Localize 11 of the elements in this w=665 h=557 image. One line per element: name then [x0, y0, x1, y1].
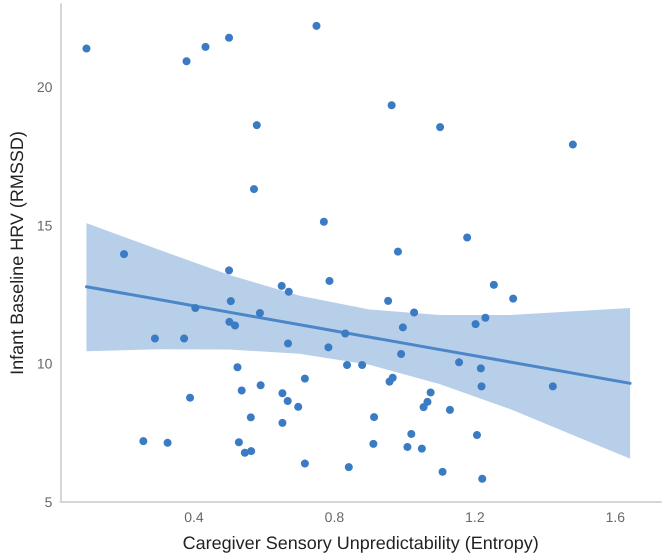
x-tick-label: 1.2	[465, 509, 485, 525]
y-tick-label: 10	[36, 356, 53, 372]
x-tick-label: 0.4	[184, 509, 204, 525]
y-axis-title: Infant Baseline HRV (RMSSD)	[7, 131, 27, 375]
x-tick-label: 1.6	[606, 509, 626, 525]
x-tick-label: 0.8	[324, 509, 344, 525]
x-axis-title: Caregiver Sensory Unpredictability (Entropy)	[182, 533, 539, 553]
y-tick-label: 20	[36, 79, 53, 95]
line-series	[84, 285, 632, 385]
y-tick-label: 15	[36, 217, 53, 234]
y-tick-label: 5	[44, 494, 53, 510]
